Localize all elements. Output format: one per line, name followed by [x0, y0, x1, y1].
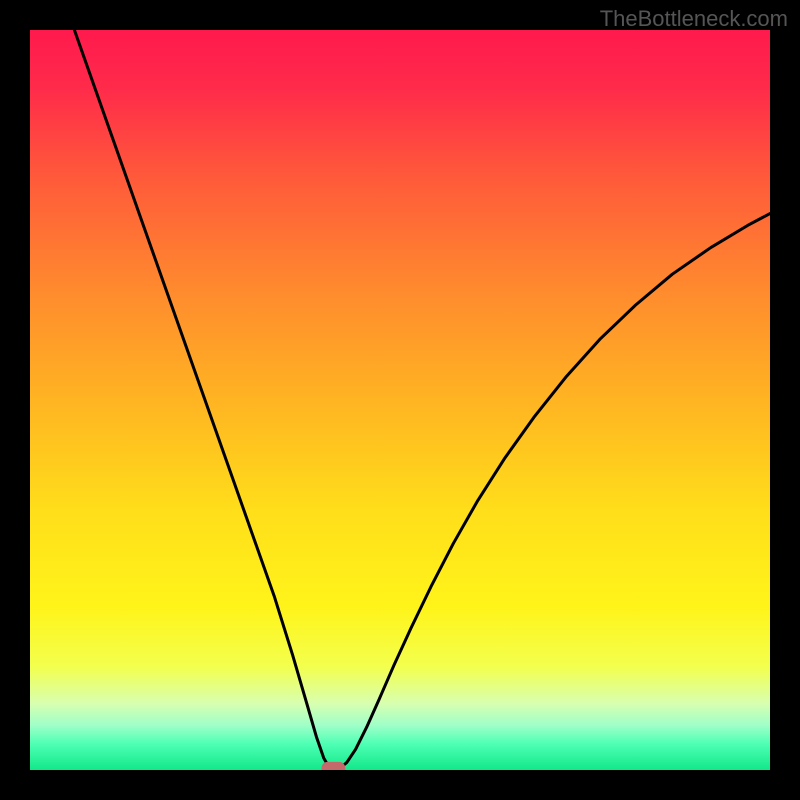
plot-background [30, 30, 770, 770]
chart-container: TheBottleneck.com [0, 0, 800, 800]
bottleneck-chart [0, 0, 800, 800]
